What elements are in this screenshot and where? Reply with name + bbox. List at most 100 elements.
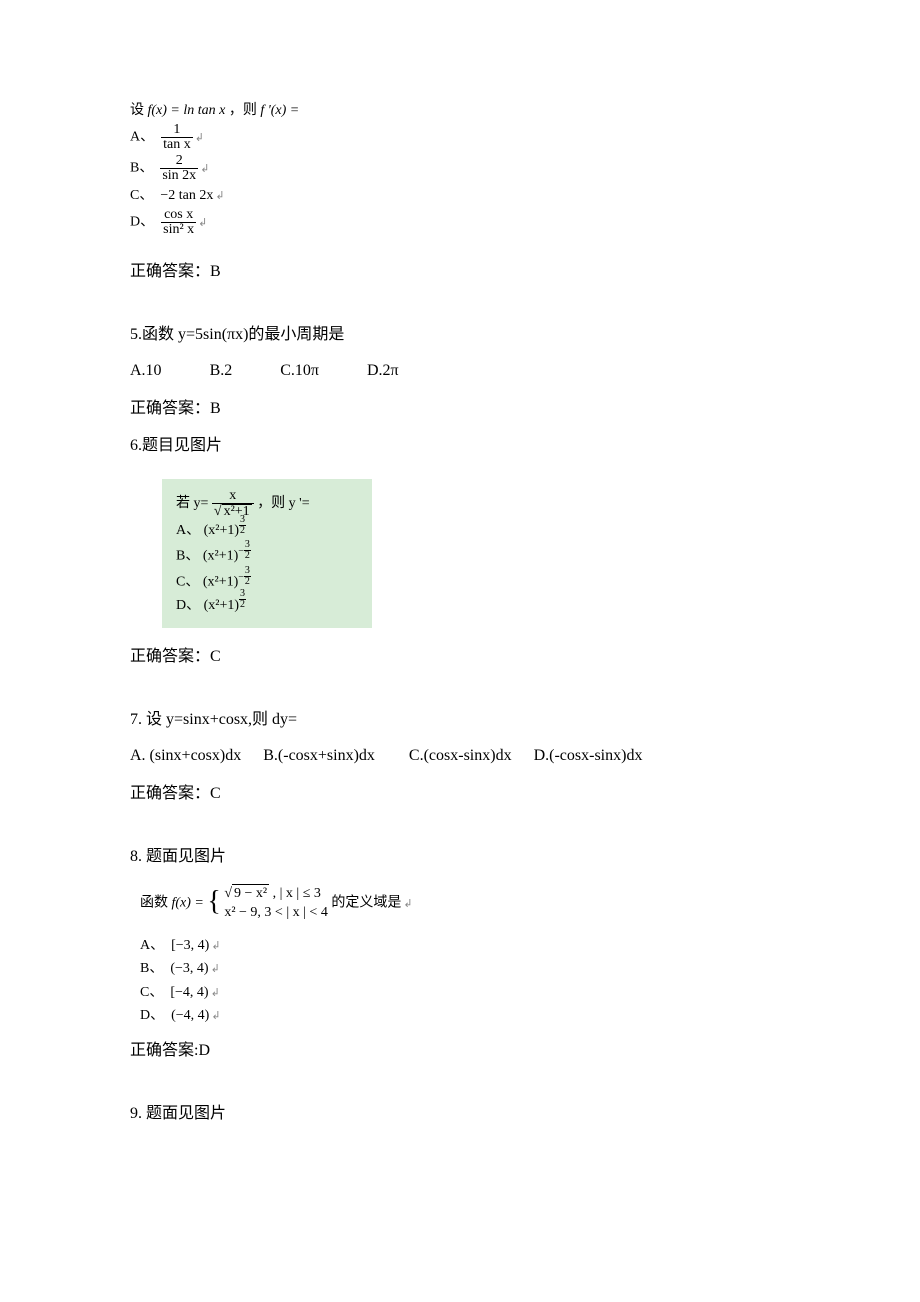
q5-stem: 5.函数 y=5sin(πx)的最小周期是 [130,321,790,348]
q6-opt-b-exp: 32 [244,540,251,561]
q7-opt-b: B.(-cosx+sinx)dx [263,747,375,764]
q6-opt-d-base: (x²+1) [204,598,239,613]
return-mark: ↲ [403,898,412,910]
page-content: 设 f(x) = ln tan x ，则 f '(x) = A、 1 tan x… [0,0,920,1201]
q4-opt-c: C、 −2 tan 2x↲ [130,185,790,206]
q5-opt-c: C.10π [280,362,319,379]
q8-pieces: 9 − x² , | x | ≤ 3 x² − 9, 3 < | x | < 4 [224,884,328,923]
q6-opt-a-base: (x²+1) [204,523,239,538]
q6-stem-frac: x x²+1 [212,489,254,519]
q6-opt-c-exp: 32 [244,566,251,587]
q6-opt-d-exp: 32 [239,589,246,610]
q8-fx: f(x) = [172,896,204,911]
q6-opt-c-base: (x²+1) [203,574,238,589]
q7-answer: 正确答案：C [130,779,790,803]
q8-opt-a: A、 [−3, 4)↲ [140,935,790,957]
q6-opt-a-exp: 32 [239,515,246,536]
q4-stem-mid: ，则 [229,103,261,118]
q5-answer-label: 正确答案： [130,400,210,417]
q4-opt-b-den: sin 2x [160,169,198,183]
return-mark: ↲ [215,190,224,202]
q6-answer: 正确答案：C [130,642,790,666]
q6-opt-b-base: (x²+1) [203,549,238,564]
q8-piece2: x² − 9, 3 < | x | < 4 [224,905,328,920]
q6-opt-d: D、 (x²+1)32 [176,594,310,618]
q8-opt-d-label: D、 [140,1008,164,1023]
q5-answer-value: B [210,400,221,417]
q6-answer-value: C [210,648,221,665]
return-mark: ↲ [211,1010,220,1022]
q5-options: A.10 B.2 C.10π D.2π [130,362,790,380]
q8-opt-c-text: [−4, 4) [170,985,208,1000]
q6-stem-suffix: ，则 y '= [257,497,309,512]
q4-opt-c-label: C、 [130,188,153,203]
return-mark: ↲ [198,217,207,229]
q7-opt-d: D.(-cosx-sinx)dx [534,747,643,764]
q4-answer-value: B [210,263,221,280]
q4-opt-b-frac: 2 sin 2x [160,154,198,183]
q8-opt-b: B、 (−3, 4)↲ [140,958,790,980]
q5-answer: 正确答案：B [130,394,790,418]
q4-opt-a-frac: 1 tan x [161,123,193,152]
q8-image-block: 函数 f(x) = { 9 − x² , | x | ≤ 3 x² − 9, 3… [140,884,790,1027]
q8-answer-value: D [198,1042,210,1059]
q9-title: 9. 题面见图片 [130,1100,790,1127]
q4-opt-c-text: −2 tan 2x [160,188,213,203]
q4-stem: 设 f(x) = ln tan x ，则 f '(x) = [130,100,790,121]
q6-title: 6.题目见图片 [130,432,790,459]
q4-opt-a-num: 1 [161,123,193,138]
q6-opt-a-label: A、 [176,523,200,538]
q7-opt-a: A. (sinx+cosx)dx [130,747,241,764]
q8-stem-suffix: 的定义域是 [331,896,401,911]
q8-answer-label: 正确答案: [130,1042,198,1059]
q8-piece1: 9 − x² , | x | ≤ 3 [224,886,321,901]
q7-stem: 7. 设 y=sinx+cosx,则 dy= [130,706,790,733]
q4-opt-d-num: cos x [161,208,196,223]
q6-answer-label: 正确答案： [130,648,210,665]
q6-stem-prefix: 若 y= [176,497,208,512]
q6-stem-den: x²+1 [212,504,254,519]
q6-opt-c-label: C、 [176,574,199,589]
q5-opt-b: B.2 [210,362,233,379]
q8-piecewise: { 9 − x² , | x | ≤ 3 x² − 9, 3 < | x | <… [207,884,327,923]
q4-opt-b-num: 2 [160,154,198,169]
q4-answer: 正确答案：B [130,257,790,281]
q8-stem: 函数 f(x) = { 9 − x² , | x | ≤ 3 x² − 9, 3… [140,884,790,923]
q4-opt-a-label: A、 [130,130,154,145]
q6-stem-num: x [212,489,254,504]
q8-opt-d-text: (−4, 4) [171,1008,209,1023]
q4-opt-b: B、 2 sin 2x ↲ [130,154,790,183]
q4-stem-fpx: f '(x) = [260,103,299,118]
q4-math: 设 f(x) = ln tan x ，则 f '(x) = A、 1 tan x… [130,100,790,237]
q8-opt-b-text: (−3, 4) [170,961,208,976]
q7-options: A. (sinx+cosx)dx B.(-cosx+sinx)dx C.(cos… [130,747,790,765]
q4-opt-b-label: B、 [130,161,153,176]
return-mark: ↲ [200,163,209,175]
q6-opt-a: A、 (x²+1)32 [176,519,310,543]
q8-opt-a-text: [−3, 4) [171,938,209,953]
q4-image-block: 设 f(x) = ln tan x ，则 f '(x) = A、 1 tan x… [130,100,790,237]
q6-opt-b-label: B、 [176,549,199,564]
q8-answer: 正确答案:D [130,1036,790,1060]
q8-opt-a-label: A、 [140,938,164,953]
q6-opt-b: B、 (x²+1)−32 [176,543,310,568]
q5-opt-a: A.10 [130,362,162,379]
return-mark: ↲ [211,940,220,952]
q4-stem-prefix: 设 [130,103,148,118]
q7-opt-c: C.(cosx-sinx)dx [409,747,512,764]
q6-image-block: 若 y= x x²+1 ，则 y '= A、 (x²+1)32 B、 (x²+1… [162,479,372,628]
q7-answer-label: 正确答案： [130,785,210,802]
q4-opt-a: A、 1 tan x ↲ [130,123,790,152]
q4-opt-d: D、 cos x sin² x ↲ [130,208,790,237]
q8-stem-prefix: 函数 [140,896,172,911]
q8-opt-c-label: C、 [140,985,163,1000]
q4-opt-d-frac: cos x sin² x [161,208,196,237]
q4-stem-fx: f(x) = ln tan x [148,103,226,118]
q5-opt-d: D.2π [367,362,399,379]
q8-opt-b-label: B、 [140,961,163,976]
q4-opt-d-den: sin² x [161,223,196,237]
q4-opt-a-den: tan x [161,138,193,152]
q8-title: 8. 题面见图片 [130,843,790,870]
q8-opt-d: D、 (−4, 4)↲ [140,1005,790,1027]
q4-opt-d-label: D、 [130,215,154,230]
